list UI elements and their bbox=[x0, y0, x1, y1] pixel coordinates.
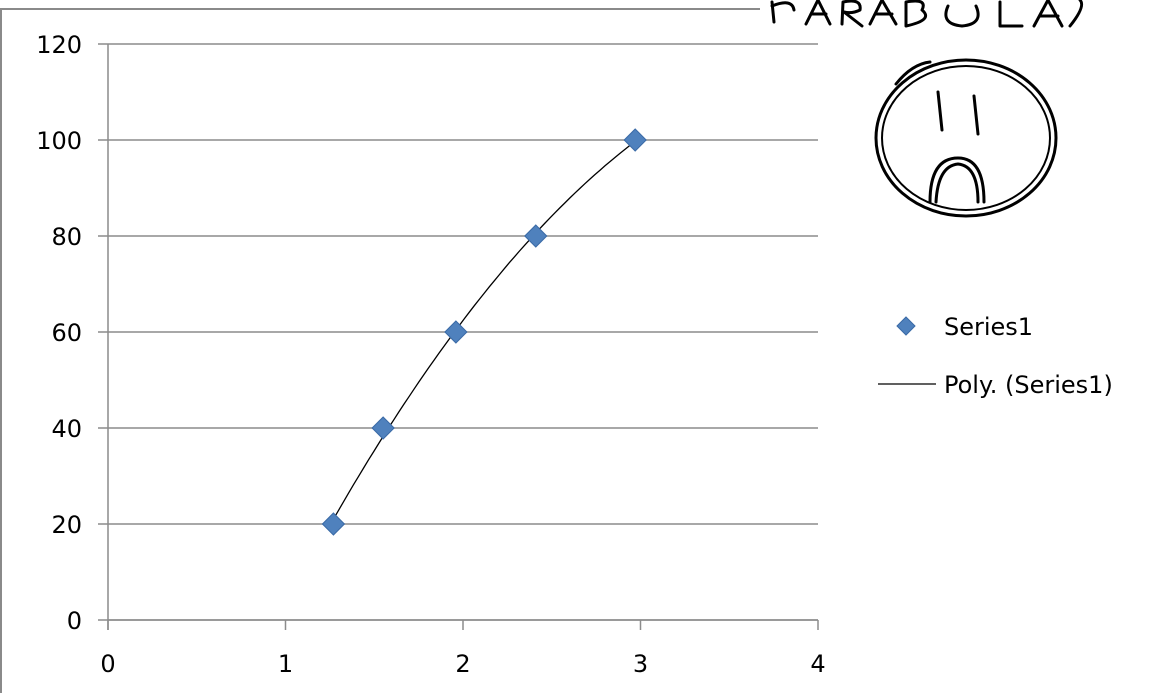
legend-label-series1: Series1 bbox=[944, 313, 1033, 341]
x-tick-label: 2 bbox=[455, 650, 470, 678]
trendline-path bbox=[332, 140, 636, 520]
frame-border-left bbox=[0, 8, 2, 693]
x-tick-label: 3 bbox=[633, 650, 648, 678]
x-tick-label: 1 bbox=[278, 650, 293, 678]
axes: 0 20 40 60 80 100 120 0 1 2 3 4 bbox=[36, 31, 825, 678]
frame-border-top bbox=[0, 8, 760, 10]
y-tick-label: 80 bbox=[51, 223, 82, 251]
y-tick-label: 120 bbox=[36, 31, 82, 59]
data-points bbox=[321, 128, 647, 536]
data-point bbox=[444, 320, 468, 344]
legend-marker-series1 bbox=[896, 316, 916, 336]
trendline-layer bbox=[332, 140, 636, 520]
y-tick-label: 0 bbox=[67, 607, 82, 635]
y-tick-label: 60 bbox=[51, 319, 82, 347]
x-tick-label: 4 bbox=[810, 650, 825, 678]
data-point bbox=[623, 128, 647, 152]
data-point bbox=[524, 224, 548, 248]
data-point bbox=[371, 416, 395, 440]
data-point bbox=[321, 512, 346, 536]
y-tick-label: 20 bbox=[51, 511, 82, 539]
handwritten-annotation bbox=[770, 0, 1084, 218]
y-tick-label: 40 bbox=[51, 415, 82, 443]
sad-face-drawing bbox=[874, 58, 1058, 218]
legend-label-trendline: Poly. (Series1) bbox=[944, 371, 1113, 399]
legend: Series1 Poly. (Series1) bbox=[878, 313, 1113, 399]
x-tick-label: 0 bbox=[100, 650, 115, 678]
y-tick-label: 100 bbox=[36, 127, 82, 155]
